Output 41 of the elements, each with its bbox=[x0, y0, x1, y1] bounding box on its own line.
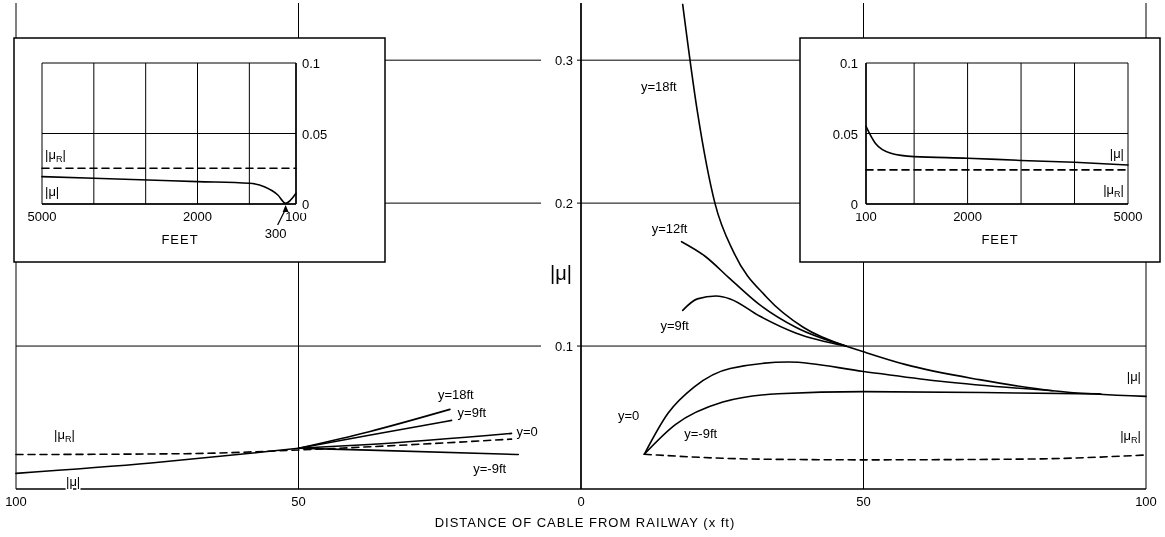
x-axis-title: FEET bbox=[981, 232, 1019, 247]
x-tick-label: 5000 bbox=[27, 209, 57, 224]
x-tick-label: 2000 bbox=[953, 209, 983, 224]
series-label: |μ| bbox=[45, 183, 60, 199]
x-tick-label: 50 bbox=[291, 494, 306, 509]
y-tick-label: 0.1 bbox=[554, 339, 573, 355]
annotation: 300 bbox=[264, 226, 287, 241]
y-tick-label: 0.1 bbox=[839, 56, 858, 71]
y-axis-title: |μ| bbox=[550, 262, 572, 284]
series-label: |μ| bbox=[1126, 369, 1141, 385]
series-label: |μ$_{R}$| bbox=[54, 426, 75, 444]
x-axis-title: DISTANCE OF CABLE FROM RAILWAY (x ft) bbox=[434, 515, 736, 530]
y-tick-label: 0.1 bbox=[302, 56, 321, 71]
series-label: y=9ft bbox=[660, 318, 690, 334]
x-tick-label: 100 bbox=[1135, 494, 1157, 509]
y-tick-label: 0.2 bbox=[554, 196, 573, 212]
series-label: |μ| bbox=[1109, 145, 1124, 161]
x-tick-label: 100 bbox=[5, 494, 27, 509]
y-tick-label: 0.05 bbox=[832, 126, 858, 142]
series-label: |μ| bbox=[66, 474, 81, 490]
y-tick-label: 0 bbox=[850, 197, 858, 212]
x-tick-label: 50 bbox=[856, 494, 871, 509]
series-label: y=12ft bbox=[651, 220, 688, 236]
x-tick-label: 100 bbox=[855, 209, 877, 224]
series-label: |μ$_{R}$| bbox=[1103, 181, 1124, 199]
series-label: y=-9ft bbox=[473, 460, 507, 476]
series-label: y=-9ft bbox=[684, 426, 718, 442]
series-label: y=0 bbox=[617, 408, 640, 424]
x-tick-label: 5000 bbox=[1113, 209, 1143, 224]
y-tick-label: 0 bbox=[302, 197, 310, 212]
x-axis-title: FEET bbox=[161, 232, 199, 247]
series-label: |μ$_{R}$| bbox=[45, 147, 66, 164]
y-tick-label: 0.3 bbox=[554, 53, 573, 69]
x-tick-label: 2000 bbox=[183, 209, 212, 224]
series-label: y=0 bbox=[516, 424, 538, 440]
series-label: |μ$_{R}$| bbox=[1120, 427, 1141, 445]
series-label: y=18ft bbox=[437, 387, 475, 403]
series-label: y=9ft bbox=[457, 405, 487, 421]
y-tick-label: 0.05 bbox=[302, 126, 328, 142]
series-label: y=18ft bbox=[640, 79, 678, 95]
x-tick-label: 0 bbox=[577, 494, 585, 509]
